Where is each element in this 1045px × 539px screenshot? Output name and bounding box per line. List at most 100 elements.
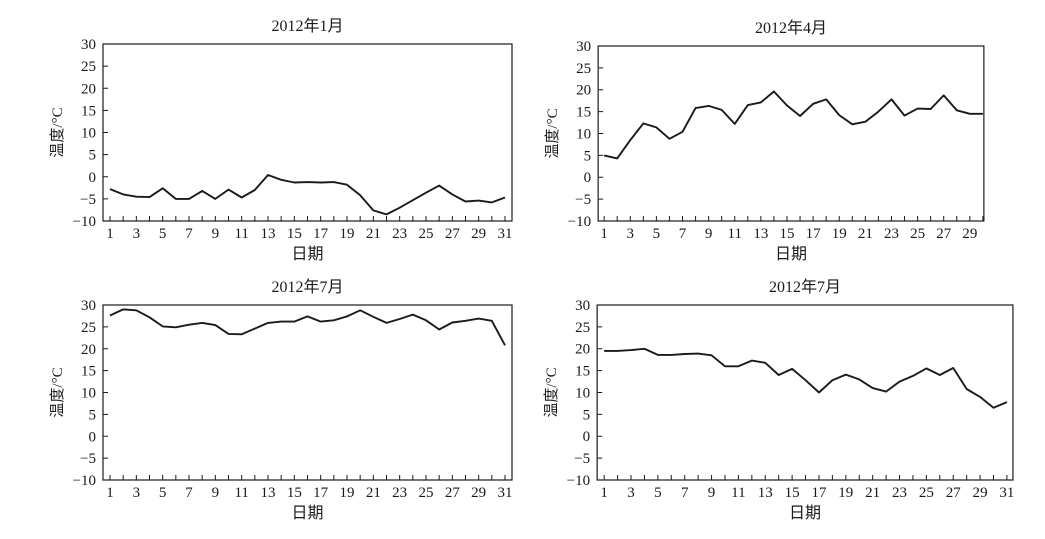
x-tick-label: 29 <box>471 226 486 242</box>
x-tick-label: 11 <box>728 226 742 242</box>
x-tick-label: 9 <box>705 226 713 242</box>
plot-frame <box>102 43 513 222</box>
x-tick-label: 21 <box>366 485 381 501</box>
x-tick-label: 7 <box>185 485 193 501</box>
x-tick-label: 25 <box>910 226 925 242</box>
x-tick-label: 15 <box>287 226 302 242</box>
y-tick-label: 15 <box>576 105 591 121</box>
y-axis-label: 温度/°C <box>544 108 561 158</box>
x-tick-label: 19 <box>838 485 853 501</box>
y-tick-label: 20 <box>81 342 96 358</box>
x-tick-label: 27 <box>946 485 962 501</box>
x-tick-label: 3 <box>627 485 635 501</box>
x-tick-label: 15 <box>779 226 794 242</box>
temperature-line <box>603 90 983 160</box>
y-tick-label: 15 <box>575 364 590 380</box>
plot-frame <box>596 304 1014 481</box>
x-tick-label: 17 <box>806 226 822 242</box>
y-tick-label: 20 <box>81 81 96 97</box>
y-tick-label: 5 <box>583 407 591 423</box>
y-tick-label: 5 <box>89 407 97 423</box>
x-tick-label: 9 <box>212 226 220 242</box>
y-tick-label: 10 <box>576 127 591 143</box>
x-tick-label: 1 <box>106 485 114 501</box>
y-tick-label: 5 <box>584 148 592 164</box>
y-tick-label: 10 <box>575 386 590 402</box>
y-tick-label: 5 <box>89 148 97 164</box>
y-tick-label: 20 <box>575 342 590 358</box>
x-tick-label: 23 <box>892 485 907 501</box>
y-tick-label: −10 <box>73 214 96 230</box>
plot-frame <box>102 304 513 481</box>
y-tick-label: 30 <box>81 37 96 53</box>
x-tick-label: 21 <box>865 485 880 501</box>
x-tick-label: 29 <box>471 485 486 501</box>
y-tick-label: 0 <box>89 170 97 186</box>
plot-frame <box>597 45 985 222</box>
y-tick-label: 10 <box>81 386 96 402</box>
x-tick-label: 15 <box>287 485 302 501</box>
x-tick-label: 11 <box>234 485 248 501</box>
x-tick-label: 27 <box>445 226 461 242</box>
x-tick-label: 3 <box>133 226 141 242</box>
x-tick-label: 9 <box>708 485 716 501</box>
x-tick-label: 19 <box>340 485 355 501</box>
y-axis-label: 温度/°C <box>49 367 66 417</box>
x-tick-label: 5 <box>653 226 661 242</box>
x-tick-label: 1 <box>600 485 608 501</box>
y-tick-label: 30 <box>575 298 590 314</box>
x-tick-label: 15 <box>785 485 800 501</box>
y-tick-label: −10 <box>73 473 96 489</box>
x-tick-label: 13 <box>753 226 768 242</box>
x-tick-label: 11 <box>234 226 248 242</box>
x-tick-label: 1 <box>106 226 114 242</box>
temperature-line <box>109 308 506 346</box>
x-axis-label: 日期 <box>291 245 323 263</box>
x-tick-label: 7 <box>185 226 193 242</box>
y-tick-label: −5 <box>575 192 591 208</box>
x-tick-label: 29 <box>973 485 988 501</box>
x-tick-label: 29 <box>962 226 977 242</box>
x-tick-label: 31 <box>999 485 1014 501</box>
y-tick-label: 20 <box>576 83 591 99</box>
x-tick-label: 19 <box>832 226 847 242</box>
y-tick-label: −5 <box>80 192 96 208</box>
y-tick-label: 0 <box>583 429 591 445</box>
y-tick-label: 10 <box>81 126 96 142</box>
x-tick-label: 25 <box>919 485 934 501</box>
x-tick-label: 25 <box>419 485 434 501</box>
y-tick-label: 0 <box>584 170 592 186</box>
y-tick-label: 30 <box>81 298 96 314</box>
chart-title: 2012年4月 <box>755 19 827 37</box>
temperature-line <box>604 347 1008 409</box>
x-tick-label: 23 <box>884 226 899 242</box>
x-axis-label: 日期 <box>291 504 323 522</box>
chart-title: 2012年7月 <box>271 278 343 296</box>
x-tick-label: 13 <box>261 226 276 242</box>
temperature-line <box>109 174 506 216</box>
x-tick-label: 5 <box>159 226 167 242</box>
x-tick-label: 1 <box>600 226 608 242</box>
x-tick-label: 17 <box>811 485 827 501</box>
x-axis-label: 日期 <box>789 504 821 522</box>
x-tick-label: 5 <box>654 485 662 501</box>
chart-2012-january: 30 25 20 15 10 5 0 −5 −10 1 3 5 7 9 11 13 15 17 19 21 23 25 27… <box>0 0 522 270</box>
x-tick-label: 7 <box>679 226 687 242</box>
x-tick-label: 3 <box>133 485 141 501</box>
x-tick-label: 23 <box>392 485 407 501</box>
chart-2012-july-left: 30 25 20 15 10 5 0 −5 −10 1 3 5 7 9 11 13 15 17 19 21 23 25 27… <box>0 270 522 539</box>
x-tick-label: 19 <box>340 226 355 242</box>
y-tick-label: 15 <box>81 103 96 119</box>
x-tick-label: 13 <box>758 485 773 501</box>
x-tick-label: 5 <box>159 485 167 501</box>
y-tick-label: −5 <box>574 451 590 467</box>
y-tick-label: 0 <box>89 429 97 445</box>
y-tick-label: −10 <box>568 214 591 230</box>
